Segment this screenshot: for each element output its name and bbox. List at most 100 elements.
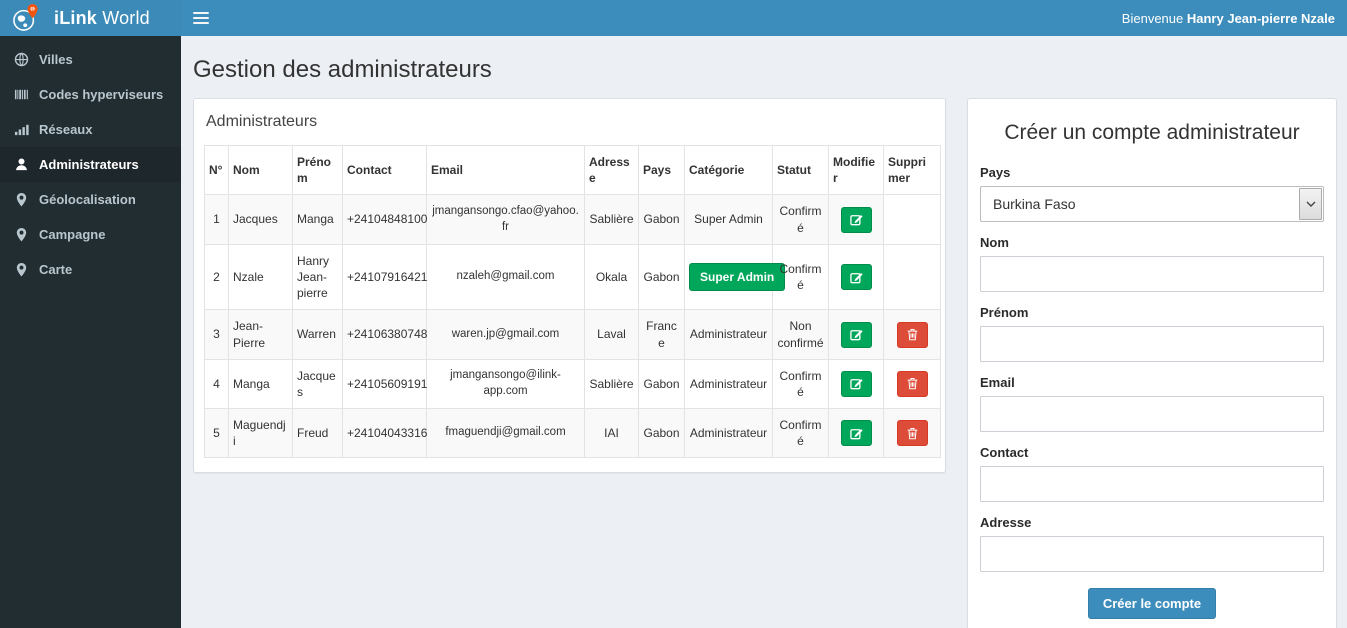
cell-pays: France [638, 309, 685, 360]
cell-num: 5 [204, 408, 229, 459]
cell-pays: Gabon [638, 408, 685, 459]
email-input[interactable] [980, 396, 1324, 432]
welcome-text: Bienvenue Hanry Jean-pierre Nzale [1122, 11, 1335, 26]
edit-button[interactable] [840, 321, 872, 348]
sidebar-item-administrateurs[interactable]: Administrateurs [0, 147, 181, 182]
cell-contact: +24106380748 [342, 309, 427, 360]
welcome-user-name: Hanry Jean-pierre Nzale [1186, 10, 1335, 26]
field-email: Email [980, 375, 1324, 432]
cell-statut: Confirmé [772, 243, 829, 311]
field-nom: Nom [980, 235, 1324, 292]
brand-text: iLink World [54, 8, 150, 29]
administrators-table: N° Nom Prénom Contact Email Adresse Pays… [204, 144, 941, 459]
cell-nom: Jean-Pierre [228, 309, 293, 360]
svg-text:$: $ [31, 6, 34, 11]
sidebar-item-geolocalisation[interactable]: Géolocalisation [0, 182, 181, 217]
cell-modifier [828, 194, 884, 245]
map-marker-icon [14, 192, 29, 207]
cell-contact: +24107916421 [342, 243, 427, 311]
map-marker-icon [14, 227, 29, 242]
sidebar-item-codes-hyperviseurs[interactable]: Codes hyperviseurs [0, 77, 181, 112]
cell-email: nzaleh@gmail.com [426, 243, 585, 311]
col-header-prenom: Prénom [292, 144, 343, 196]
cell-num: 1 [204, 194, 229, 245]
delete-button[interactable] [896, 370, 928, 397]
cell-modifier [828, 408, 884, 459]
sidebar-item-label: Carte [39, 262, 73, 277]
nom-input[interactable] [980, 256, 1324, 292]
edit-button[interactable] [840, 420, 872, 447]
cell-adresse: IAI [584, 408, 639, 459]
cell-email: jmangansongo@ilink-app.com [426, 358, 585, 410]
cell-statut: Non confirmé [772, 309, 829, 360]
table-header-row: N° Nom Prénom Contact Email Adresse Pays… [204, 144, 941, 196]
delete-button[interactable] [896, 420, 928, 447]
table-row: 4 Manga Jacques +24105609191 jmangansong… [204, 358, 941, 410]
contact-input[interactable] [980, 466, 1324, 502]
edit-button[interactable] [840, 206, 872, 233]
cell-email: jmangansongo.cfao@yahoo.fr [426, 194, 585, 245]
barcode-icon [14, 87, 29, 102]
user-icon [14, 157, 29, 172]
edit-icon [850, 271, 863, 284]
col-header-modifier: Modifier [828, 144, 884, 196]
col-header-statut: Statut [772, 144, 829, 196]
prenom-input[interactable] [980, 326, 1324, 362]
cell-pays: Gabon [638, 243, 685, 311]
field-contact: Contact [980, 445, 1324, 502]
edit-button[interactable] [840, 370, 872, 397]
cell-adresse: Sablière [584, 358, 639, 410]
sidebar-item-label: Administrateurs [39, 157, 139, 172]
sidebar-item-label: Villes [39, 52, 73, 67]
sidebar-item-villes[interactable]: Villes [0, 42, 181, 77]
sidebar-item-label: Géolocalisation [39, 192, 136, 207]
cell-supprimer [883, 358, 941, 410]
map-marker-icon [14, 262, 29, 277]
pays-select[interactable]: Burkina Faso [980, 186, 1324, 222]
cell-supprimer [883, 408, 941, 459]
sidebar-item-label: Campagne [39, 227, 106, 242]
navbar: Bienvenue Hanry Jean-pierre Nzale [181, 0, 1347, 36]
panel-title: Administrateurs [206, 113, 318, 130]
sidebar-toggle-button[interactable] [193, 12, 209, 24]
col-header-contact: Contact [342, 144, 427, 196]
edit-button[interactable] [840, 264, 872, 291]
adresse-input[interactable] [980, 536, 1324, 572]
globe-icon [14, 52, 29, 67]
top-navbar: $ iLink World Bienvenue Hanry Jean-pierr… [0, 0, 1347, 36]
cell-num: 3 [204, 309, 229, 360]
field-prenom: Prénom [980, 305, 1324, 362]
sidebar-item-reseaux[interactable]: Réseaux [0, 112, 181, 147]
col-header-num: N° [204, 144, 229, 196]
cell-nom: Manga [228, 358, 293, 410]
cell-categorie: Administrateur [684, 309, 773, 360]
ilink-globe-pin-logo-icon: $ [12, 3, 40, 33]
super-admin-badge-button[interactable]: Super Admin [689, 263, 786, 292]
pays-label: Pays [980, 165, 1011, 180]
cell-statut: Confirmé [772, 408, 829, 459]
cell-contact: +24105609191 [342, 358, 427, 410]
cell-pays: Gabon [638, 358, 685, 410]
welcome-prefix: Bienvenue [1121, 10, 1184, 26]
cell-modifier [828, 243, 884, 311]
field-pays: Pays Burkina Faso [980, 165, 1324, 222]
main-content: Gestion des administrateurs Administrate… [181, 36, 1347, 628]
delete-button[interactable] [896, 321, 928, 348]
administrators-panel: Administrateurs N° Nom Prénom Contact [193, 98, 946, 474]
cell-modifier [828, 309, 884, 360]
cell-prenom: Warren [292, 309, 343, 360]
edit-icon [850, 377, 863, 390]
edit-icon [850, 328, 863, 341]
sidebar-item-carte[interactable]: Carte [0, 252, 181, 287]
create-account-button[interactable]: Créer le compte [1087, 588, 1217, 619]
cell-modifier [828, 358, 884, 410]
cell-supprimer-empty [883, 194, 941, 245]
page-title: Gestion des administrateurs [193, 56, 492, 83]
signal-bars-icon [14, 122, 29, 137]
table-row: 2 Nzale Hanry Jean-pierre +24107916421 n… [204, 243, 941, 311]
sidebar-item-campagne[interactable]: Campagne [0, 217, 181, 252]
col-header-pays: Pays [638, 144, 685, 196]
cell-nom: Nzale [228, 243, 293, 311]
cell-categorie: Administrateur [684, 408, 773, 459]
brand[interactable]: $ iLink World [0, 0, 181, 36]
